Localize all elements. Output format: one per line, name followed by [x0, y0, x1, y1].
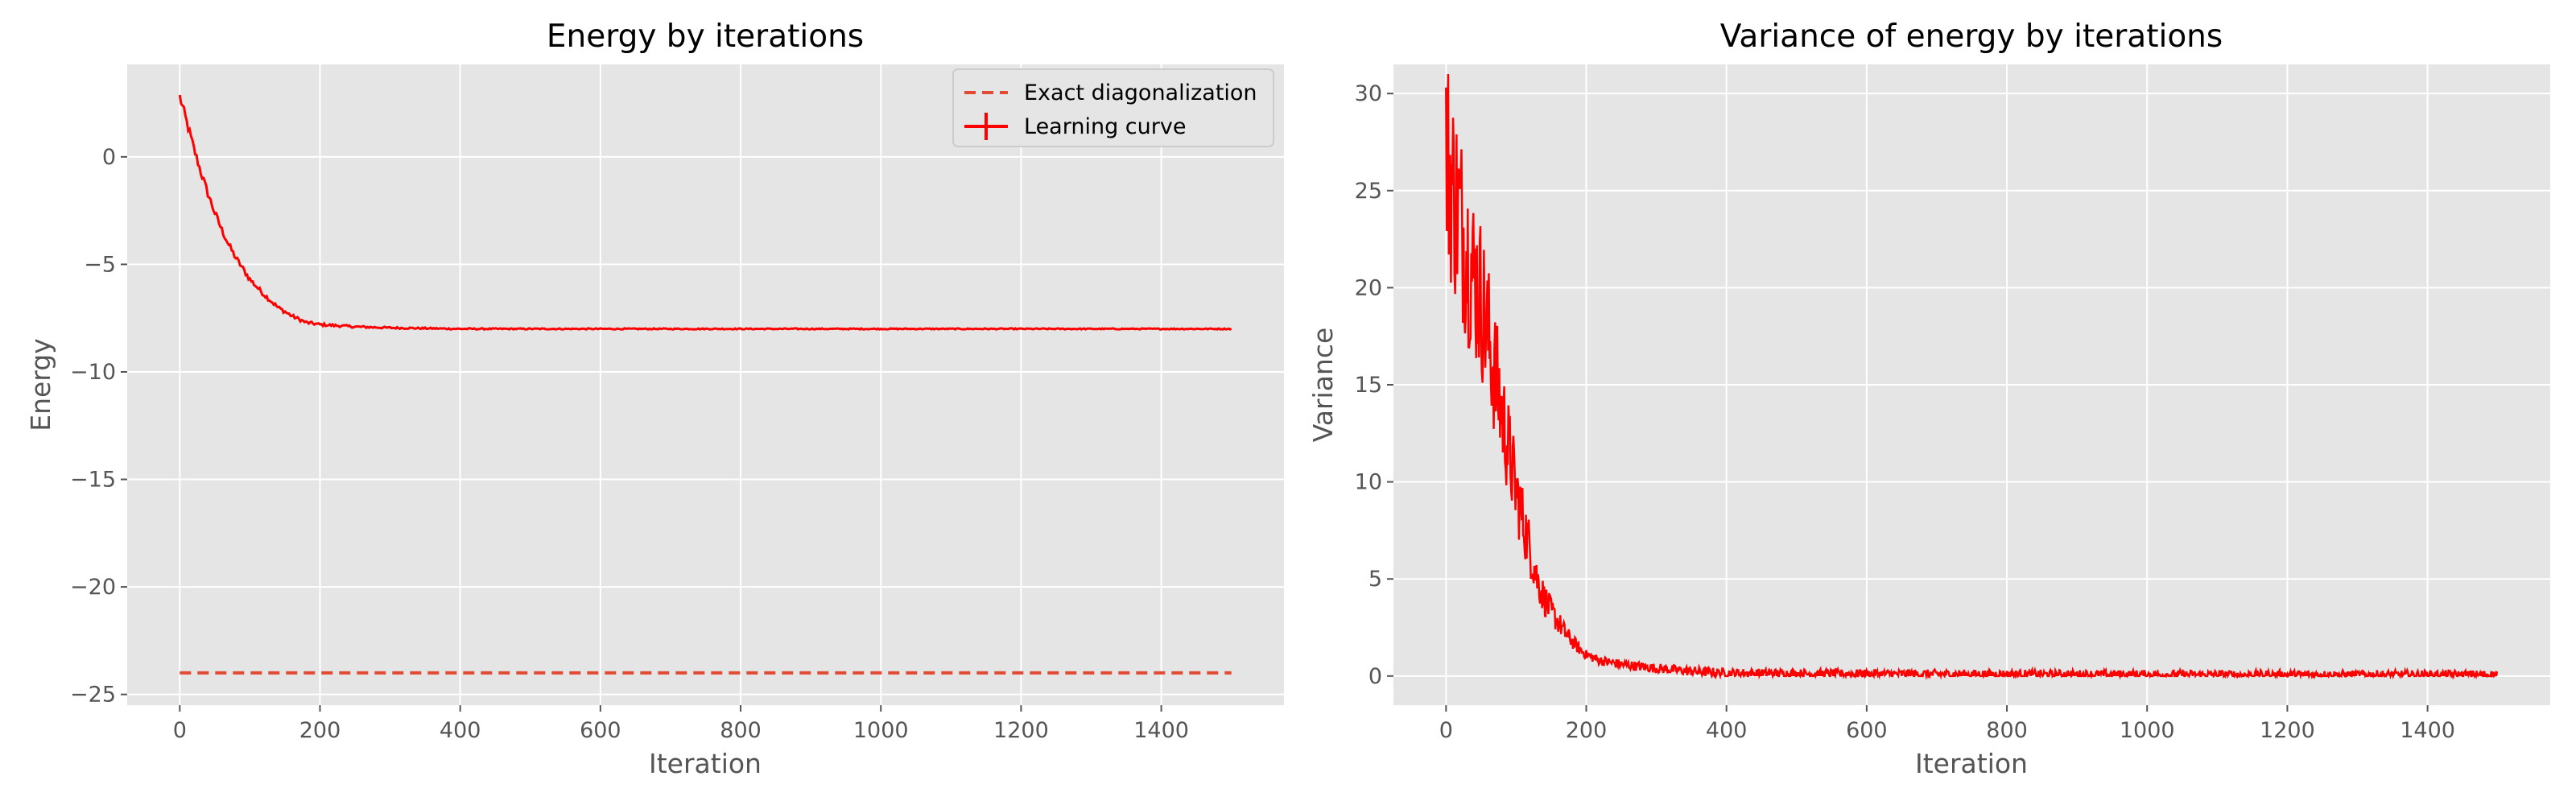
legend-label-learning-curve: Learning curve: [1024, 114, 1186, 139]
variance-y-tick-label: 20: [1355, 275, 1382, 300]
energy-legend: Exact diagonalization Learning curve: [952, 68, 1274, 147]
variance-x-tick-label: 400: [1706, 718, 1748, 743]
energy-ticks: 0 200 400 600 800 1000 1200 1400 0 −5 −10 −15 −20 −25: [70, 145, 1189, 743]
variance-x-tick-label: 200: [1566, 718, 1608, 743]
energy-y-tick-label: −10: [70, 360, 116, 385]
energy-y-tick-label: −15: [70, 468, 116, 493]
energy-x-tick-label: 600: [580, 718, 621, 743]
variance-x-tick-label: 0: [1439, 718, 1453, 743]
series-variance-series: [1445, 73, 2499, 680]
energy-x-tick-label: 200: [299, 718, 341, 743]
energy-chart: 0 200 400 600 800 1000 1200 1400 0 −5 −10 −15 −20 −25…: [25, 19, 1284, 779]
legend-frame: [952, 68, 1274, 147]
energy-y-axis-label: Energy: [25, 338, 56, 431]
energy-y-tick-label: −20: [70, 575, 116, 600]
series-learning-curve: [178, 94, 1232, 332]
variance-ticks: 0 200 400 600 800 1000 1200 1400 0 5 10 15 20 25 30: [1355, 81, 2455, 743]
variance-x-tick-label: 800: [1986, 718, 2028, 743]
variance-y-tick-label: 5: [1368, 567, 1382, 592]
energy-plot-area: [127, 64, 1284, 705]
energy-chart-title: Energy by iterations: [547, 19, 864, 55]
energy-x-tick-label: 400: [440, 718, 481, 743]
variance-chart: 0 200 400 600 800 1000 1200 1400 0 5 10 15 20 25 30 Va…: [1307, 19, 2550, 779]
energy-x-tick-label: 800: [720, 718, 762, 743]
variance-x-axis-label: Iteration: [1915, 748, 2028, 779]
variance-x-tick-label: 1000: [2120, 718, 2175, 743]
variance-y-tick-label: 30: [1355, 81, 1382, 106]
variance-grid: [1393, 64, 2550, 705]
energy-y-tick-label: −5: [84, 252, 116, 277]
energy-y-tick-label: 0: [102, 145, 116, 170]
energy-x-axis-label: Iteration: [649, 748, 762, 779]
energy-grid: [127, 64, 1284, 705]
energy-x-tick-label: 1000: [853, 718, 909, 743]
energy-x-tick-label: 1400: [1133, 718, 1189, 743]
energy-y-tick-label: −25: [70, 683, 116, 708]
variance-y-tick-label: 25: [1355, 179, 1382, 204]
variance-y-tick-label: 10: [1355, 470, 1382, 495]
variance-x-tick-label: 1200: [2260, 718, 2315, 743]
variance-x-tick-label: 600: [1846, 718, 1888, 743]
variance-y-tick-label: 15: [1355, 373, 1382, 398]
variance-marks: [1445, 73, 2499, 680]
variance-y-axis-label: Variance: [1307, 328, 1339, 443]
energy-x-tick-label: 0: [173, 718, 187, 743]
legend-label-exact-diagonalization: Exact diagonalization: [1024, 80, 1257, 105]
variance-y-tick-label: 0: [1368, 664, 1382, 689]
energy-x-tick-label: 1200: [993, 718, 1049, 743]
energy-marks: [178, 94, 1232, 675]
variance-x-tick-label: 1400: [2400, 718, 2455, 743]
variance-chart-title: Variance of energy by iterations: [1720, 19, 2223, 55]
